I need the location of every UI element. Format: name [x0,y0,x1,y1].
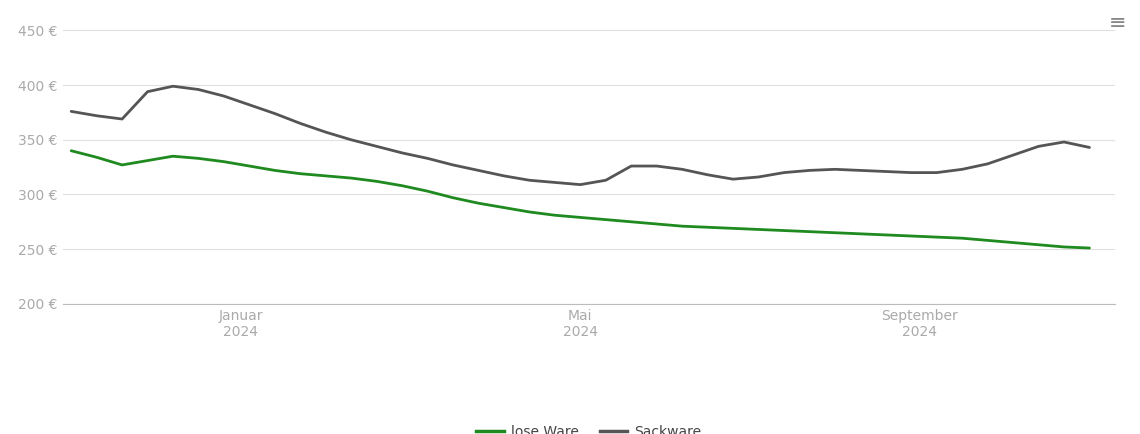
Text: ≡: ≡ [1109,13,1126,33]
Legend: lose Ware, Sackware: lose Ware, Sackware [471,420,707,434]
